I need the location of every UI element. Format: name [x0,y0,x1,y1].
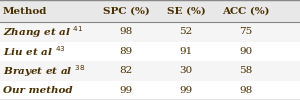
Text: Zhang et al $^{41}$: Zhang et al $^{41}$ [3,24,84,40]
Text: 30: 30 [179,66,193,75]
Text: 99: 99 [179,86,193,95]
Text: 82: 82 [119,66,133,75]
Text: 90: 90 [239,47,253,56]
Text: Our method: Our method [3,86,73,95]
Text: Method: Method [3,6,47,16]
Text: 98: 98 [119,27,133,36]
Text: Liu et al $^{43}$: Liu et al $^{43}$ [3,44,66,58]
Text: 98: 98 [239,86,253,95]
Text: 99: 99 [119,86,133,95]
FancyBboxPatch shape [0,42,300,61]
Text: SPC (%): SPC (%) [103,6,149,16]
Text: SE (%): SE (%) [167,6,206,16]
Text: Brayet et al $^{38}$: Brayet et al $^{38}$ [3,63,85,79]
FancyBboxPatch shape [0,80,300,100]
Text: 58: 58 [239,66,253,75]
FancyBboxPatch shape [0,61,300,80]
Text: 52: 52 [179,27,193,36]
FancyBboxPatch shape [0,22,300,42]
Text: 91: 91 [179,47,193,56]
FancyBboxPatch shape [0,0,300,22]
Text: 89: 89 [119,47,133,56]
Text: 75: 75 [239,27,253,36]
Text: ACC (%): ACC (%) [222,6,270,16]
